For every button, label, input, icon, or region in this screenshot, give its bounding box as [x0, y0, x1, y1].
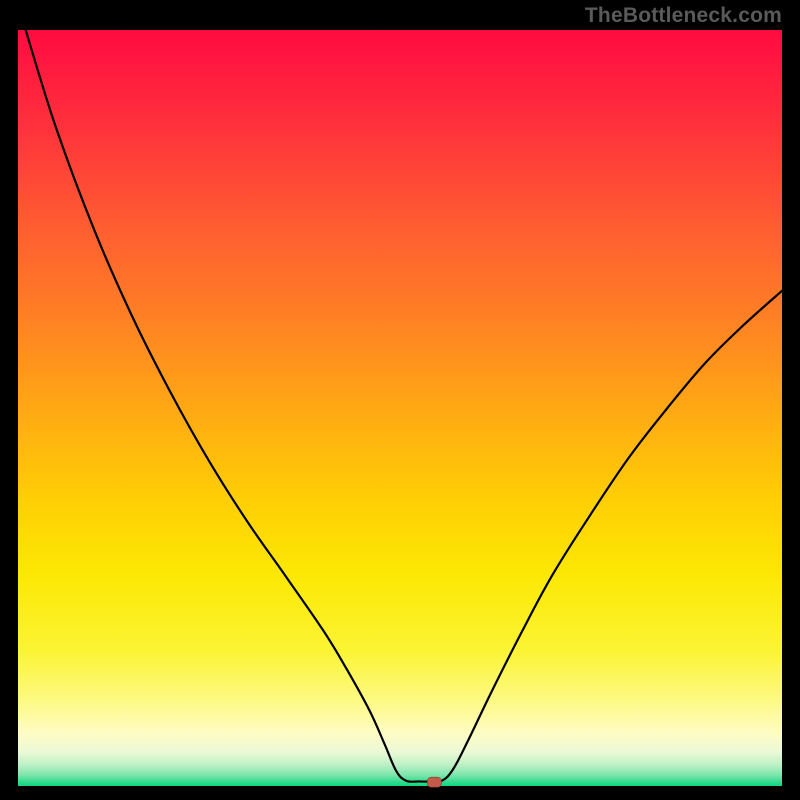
watermark-text: TheBottleneck.com [585, 4, 782, 28]
bottleneck-chart [0, 0, 800, 800]
chart-frame: TheBottleneck.com [0, 0, 800, 800]
optimum-marker [427, 777, 441, 787]
